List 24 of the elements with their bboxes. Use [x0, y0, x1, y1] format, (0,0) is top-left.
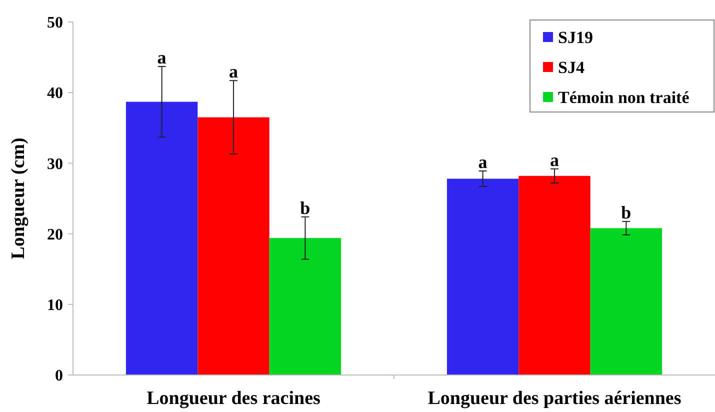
bar	[198, 117, 270, 375]
y-tick-label: 30	[47, 156, 63, 173]
bar	[126, 102, 198, 375]
legend-label: SJ19	[558, 28, 593, 47]
annotation: a	[550, 150, 559, 170]
y-tick-label: 10	[47, 297, 63, 314]
annotation: b	[300, 198, 310, 218]
annotation: a	[229, 62, 238, 82]
bar	[269, 238, 342, 375]
legend-label: Témoin non traité	[558, 88, 690, 107]
x-tick-label: Longueur des parties aériennes	[428, 388, 682, 409]
annotation: a	[157, 47, 166, 68]
y-tick-label: 0	[55, 368, 63, 385]
x-tick-label: Longueur des racines	[146, 388, 320, 409]
bar	[590, 228, 662, 375]
y-tick-label: 40	[47, 85, 63, 102]
legend-label: SJ4	[558, 58, 585, 77]
y-tick-label: 20	[47, 226, 63, 244]
y-axis-title: Longueur (cm)	[8, 138, 29, 260]
y-tick-label: 50	[47, 14, 63, 32]
annotation: a	[478, 152, 488, 172]
bar	[446, 178, 519, 375]
bar	[518, 176, 590, 375]
annotation: b	[621, 202, 632, 222]
